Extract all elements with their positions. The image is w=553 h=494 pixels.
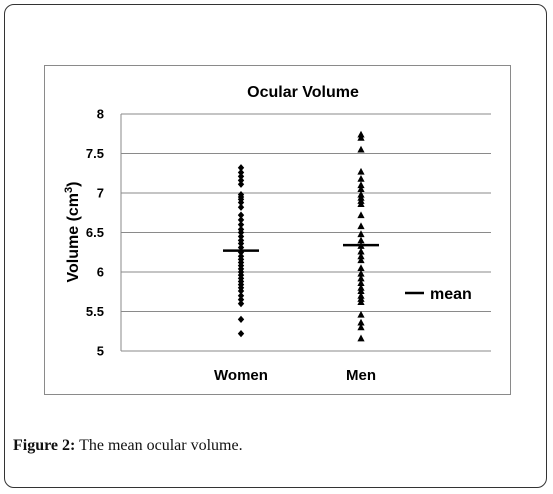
chart-title: Ocular Volume xyxy=(247,84,359,101)
women-data-point xyxy=(237,203,245,211)
legend-mean-label: mean xyxy=(430,286,472,303)
y-tick-label: 5 xyxy=(97,344,104,359)
men-data-point xyxy=(357,269,365,277)
men-data-point xyxy=(357,211,365,219)
y-tick-label: 6.5 xyxy=(86,225,104,240)
women-data-point xyxy=(237,287,245,295)
men-data-point xyxy=(357,274,365,282)
women-data-point xyxy=(237,221,245,229)
gridlines xyxy=(120,113,491,352)
caption-text: The mean ocular volume. xyxy=(75,437,243,454)
y-tick-label: 7.5 xyxy=(86,146,104,161)
y-tick-label: 6 xyxy=(97,265,104,280)
y-axis-label-close: ) xyxy=(65,182,82,187)
women-data-point xyxy=(237,216,245,224)
women-data-point xyxy=(237,315,245,323)
men-data-point xyxy=(357,181,365,189)
men-data-point xyxy=(357,167,365,175)
data-points xyxy=(237,130,365,342)
men-data-point xyxy=(357,145,365,153)
y-tick-label: 8 xyxy=(97,107,104,122)
women-data-point xyxy=(237,232,245,241)
men-data-point xyxy=(357,247,365,255)
women-data-point xyxy=(237,168,245,177)
y-tick-label: 7 xyxy=(97,186,104,201)
caption-label: Figure 2: xyxy=(13,437,76,454)
men-data-point xyxy=(357,230,365,238)
y-axis-label-main: Volume (cm xyxy=(65,193,82,283)
men-data-point xyxy=(357,174,365,182)
women-data-point xyxy=(237,248,245,256)
men-data-point xyxy=(357,318,365,326)
women-data-point xyxy=(237,243,245,252)
men-data-point xyxy=(357,185,365,193)
men-data-point xyxy=(357,236,365,244)
men-data-point xyxy=(357,287,365,294)
women-data-point xyxy=(237,228,245,237)
chart-area xyxy=(44,65,511,395)
women-data-point xyxy=(237,296,245,304)
men-data-point xyxy=(357,256,365,264)
men-data-point xyxy=(357,133,365,141)
men-data-point xyxy=(357,334,365,342)
women-data-point xyxy=(237,300,245,308)
men-data-point xyxy=(357,264,365,272)
y-axis-label: Volume (cm3) xyxy=(63,182,82,283)
women-data-point xyxy=(237,176,245,184)
category-labels: Women Men xyxy=(214,367,376,384)
y-tick-labels: 5 5.5 6 6.5 7 7.5 8 xyxy=(86,107,104,359)
women-data-point xyxy=(237,180,245,188)
y-tick-label: 5.5 xyxy=(86,304,104,319)
category-label-women: Women xyxy=(214,367,268,384)
women-data-point xyxy=(237,172,245,181)
men-data-point xyxy=(357,310,365,318)
figure-caption: Figure 2: The mean ocular volume. xyxy=(13,437,243,455)
men-data-point xyxy=(357,200,365,208)
women-data-point xyxy=(237,198,245,207)
y-axis-label-superscript: 3 xyxy=(63,187,75,193)
category-label-men: Men xyxy=(346,367,376,384)
men-data-point xyxy=(357,298,365,306)
women-data-point xyxy=(237,211,245,219)
men-data-point xyxy=(357,222,365,230)
women-data-point xyxy=(237,164,245,172)
mean-markers xyxy=(223,243,379,252)
women-data-point xyxy=(237,330,245,338)
men-data-point xyxy=(357,323,365,331)
men-data-point xyxy=(357,252,365,260)
women-data-point xyxy=(237,239,245,248)
men-data-point xyxy=(357,279,365,287)
women-data-point xyxy=(237,292,245,300)
